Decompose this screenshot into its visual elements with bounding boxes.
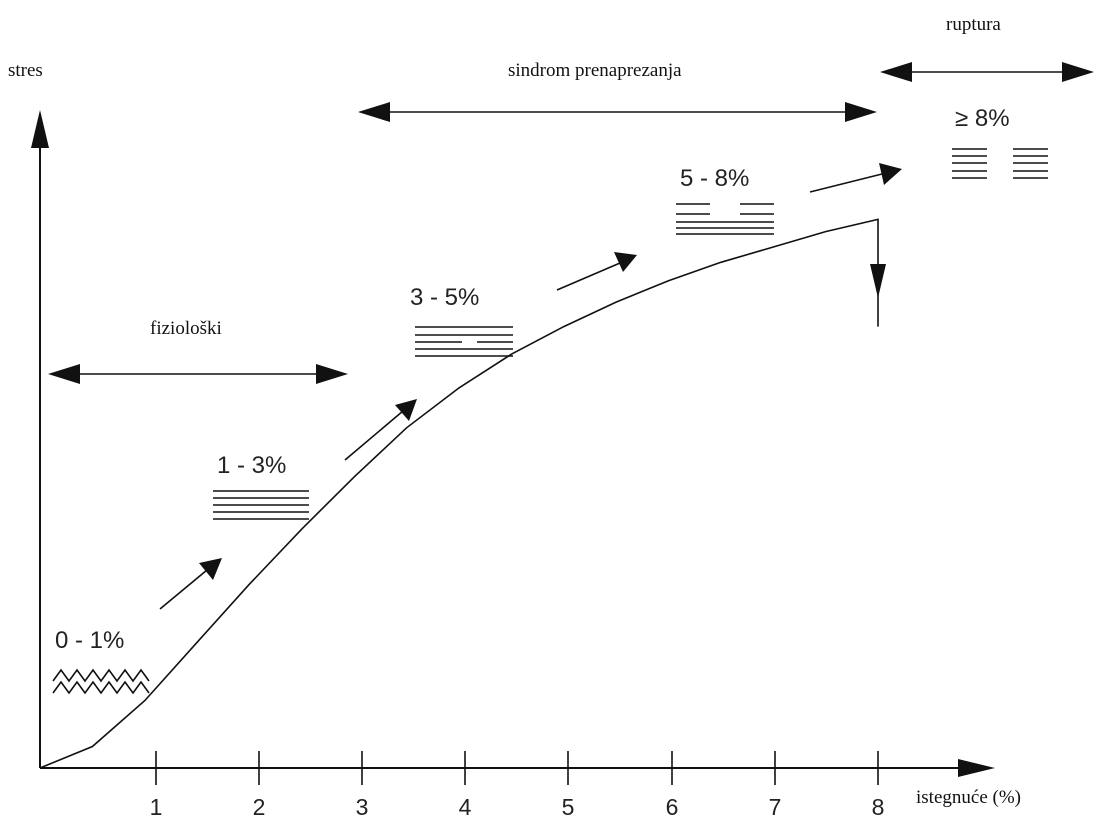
- physiological-range-right-arrowhead: [316, 364, 348, 384]
- x-tick-label: 8: [872, 794, 885, 820]
- x-tick-label: 7: [769, 794, 782, 820]
- x-tick-label: 4: [459, 794, 472, 820]
- x-tick-label: 3: [356, 794, 369, 820]
- progression-arrowhead: [395, 399, 417, 421]
- axes: [31, 110, 995, 777]
- progression-arrow: [809, 173, 883, 193]
- x-tick-label: 6: [666, 794, 679, 820]
- partial-break-fibers-icon: [415, 326, 513, 357]
- progression-arrowhead: [614, 252, 637, 272]
- rupture-range-left-arrowhead: [880, 62, 912, 82]
- rupture-range-right-arrowhead: [1062, 62, 1094, 82]
- progression-arrow: [344, 410, 404, 461]
- zone-label: 1 - 3%: [217, 452, 286, 479]
- overload-range-label: sindrom prenaprezanja: [508, 60, 682, 81]
- zone-label: 5 - 8%: [680, 165, 749, 192]
- x-ticks: 1 2 3 4 5 6 7 8: [150, 751, 885, 820]
- rupture-range-label: ruptura: [946, 14, 1001, 35]
- failure-drop-arrowhead: [870, 264, 886, 298]
- x-tick-label: 1: [150, 794, 163, 820]
- crimped-wavy-icon: [52, 668, 150, 695]
- physiological-range-label: fiziološki: [150, 318, 222, 339]
- ruptured-fibers-icon: [952, 148, 1048, 179]
- progression-arrowhead: [879, 163, 902, 185]
- progression-arrowhead: [199, 558, 222, 580]
- y-axis-label: stres: [8, 60, 43, 81]
- overload-range-right-arrowhead: [845, 102, 877, 122]
- zone-label: 0 - 1%: [55, 627, 124, 654]
- range-physiological: fiziološki: [48, 318, 348, 384]
- x-axis-label: istegnuće (%): [916, 787, 1021, 808]
- x-tick-label: 5: [562, 794, 575, 820]
- broken-fibers-icon: [676, 203, 774, 235]
- zone-label: ≥ 8%: [955, 105, 1010, 132]
- range-overload: sindrom prenaprezanja: [358, 60, 877, 122]
- progression-arrows: [159, 163, 902, 610]
- range-rupture: ruptura: [880, 14, 1094, 82]
- overload-range-left-arrowhead: [358, 102, 390, 122]
- x-axis-arrowhead: [958, 759, 995, 777]
- progression-arrow: [159, 569, 208, 610]
- x-tick-label: 2: [253, 794, 266, 820]
- straight-fibers-icon: [213, 490, 309, 520]
- stress-strain-curve: [39, 218, 879, 769]
- physiological-range-left-arrowhead: [48, 364, 80, 384]
- progression-arrow: [556, 262, 621, 291]
- y-axis-arrowhead: [31, 110, 49, 148]
- zone-label: 3 - 5%: [410, 284, 479, 311]
